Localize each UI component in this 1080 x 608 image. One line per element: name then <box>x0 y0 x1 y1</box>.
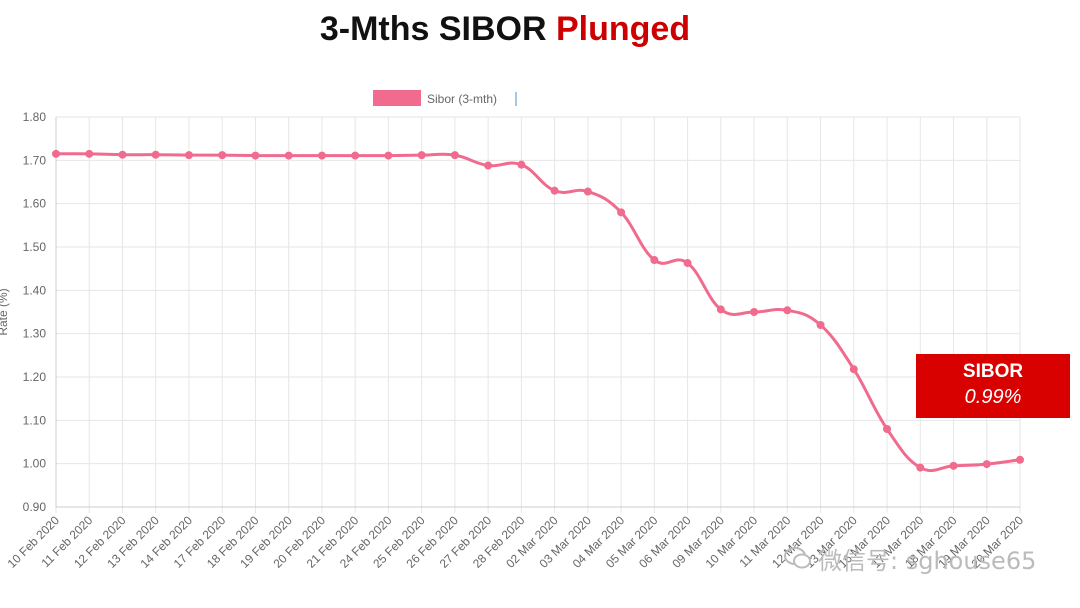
data-point[interactable] <box>750 308 759 316</box>
sibor-callout: SIBOR 0.99% <box>916 354 1070 418</box>
point-layer <box>52 149 1024 472</box>
title-accent-text: Plunged <box>556 10 691 48</box>
data-point[interactable] <box>716 305 725 314</box>
data-point[interactable] <box>118 150 127 159</box>
data-point[interactable] <box>883 425 892 433</box>
y-tick-label: 0.90 <box>23 500 47 514</box>
data-point[interactable] <box>52 149 60 158</box>
y-tick-label: 1.10 <box>23 413 47 427</box>
title-main-text: 3-Mths SIBOR <box>319 10 556 48</box>
legend-label[interactable]: Sibor (3-mth) <box>427 92 497 106</box>
data-point[interactable] <box>1016 455 1024 464</box>
data-point[interactable] <box>484 161 493 170</box>
watermark: 微信号: sghouse65 <box>784 540 1036 576</box>
data-point[interactable] <box>650 256 659 264</box>
chart-legend: Sibor (3-mth) <box>373 90 517 106</box>
data-point[interactable] <box>417 151 426 160</box>
data-point[interactable] <box>617 208 626 217</box>
data-point[interactable] <box>284 151 293 160</box>
data-point[interactable] <box>982 460 991 469</box>
data-point[interactable] <box>517 160 526 169</box>
data-point[interactable] <box>550 186 559 195</box>
data-point[interactable] <box>916 463 925 472</box>
y-tick-label: 1.70 <box>23 153 47 167</box>
data-point[interactable] <box>251 151 260 160</box>
data-point[interactable] <box>218 151 227 160</box>
data-point[interactable] <box>85 149 94 158</box>
data-point[interactable] <box>816 321 825 329</box>
watermark-text: 微信号: sghouse65 <box>818 546 1037 575</box>
data-point[interactable] <box>151 150 160 159</box>
data-point[interactable] <box>351 151 360 160</box>
y-tick-label: 1.40 <box>23 283 47 297</box>
y-tick-label: 1.80 <box>23 110 47 124</box>
data-point[interactable] <box>583 187 592 196</box>
wechat-icon <box>784 547 811 569</box>
data-point[interactable] <box>949 461 958 470</box>
data-point[interactable] <box>683 259 692 268</box>
data-point[interactable] <box>184 151 193 160</box>
series-line <box>54 152 1022 473</box>
legend-swatch <box>373 90 421 106</box>
data-point[interactable] <box>783 306 792 315</box>
y-tick-label: 1.20 <box>23 370 47 384</box>
callout-label: SIBOR <box>962 361 1024 382</box>
y-axis-label: Rate (%) <box>0 288 10 335</box>
y-tick-label: 1.30 <box>23 327 47 341</box>
callout-value: 0.99% <box>964 386 1022 408</box>
axis-layer: 1.80 1.70 1.60 1.50 1.40 1.30 1.20 1.10 1.00 0.90… <box>5 110 1027 571</box>
data-point[interactable] <box>849 365 858 374</box>
y-tick-label: 1.00 <box>23 457 47 471</box>
y-tick-label: 1.50 <box>23 240 47 254</box>
data-point[interactable] <box>384 151 393 160</box>
grid-layer <box>55 116 1021 513</box>
page-title: 3-Mths SIBOR Plunged <box>0 10 1010 49</box>
data-point[interactable] <box>450 151 459 160</box>
data-point[interactable] <box>317 151 326 160</box>
series-layer <box>54 152 1022 473</box>
y-tick-label: 1.60 <box>23 197 47 211</box>
